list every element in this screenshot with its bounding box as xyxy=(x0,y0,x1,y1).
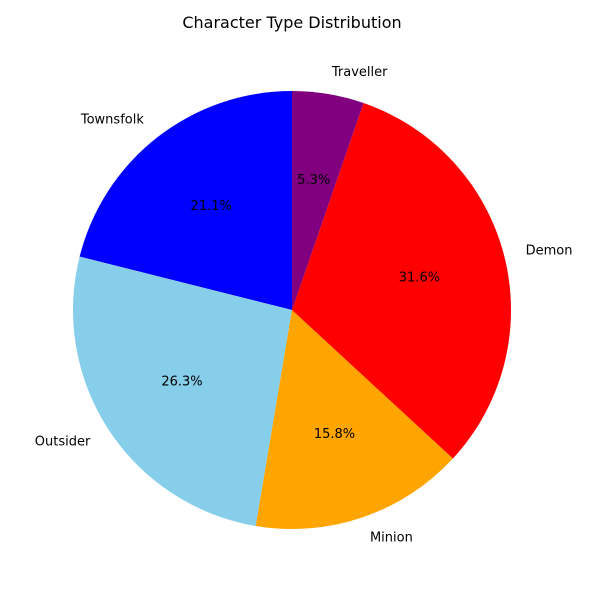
slice-percent-minion: 15.8% xyxy=(314,427,355,442)
slice-outsider xyxy=(73,256,292,526)
pie-slices xyxy=(73,91,511,529)
slice-label-demon: Demon xyxy=(526,244,573,259)
slice-townsfolk xyxy=(79,91,293,310)
slice-label-traveller: Traveller xyxy=(331,65,388,80)
slice-percent-outsider: 26.3% xyxy=(161,374,202,389)
slice-percent-demon: 31.6% xyxy=(399,270,440,285)
slice-label-townsfolk: Townsfolk xyxy=(80,113,144,128)
slice-minion xyxy=(255,310,453,529)
slice-percent-townsfolk: 21.1% xyxy=(191,199,232,214)
slice-label-outsider: Outsider xyxy=(35,434,91,449)
slice-percent-traveller: 5.3% xyxy=(297,173,330,188)
pie-labels: Townsfolk 21.1% Outsider 26.3% Minion 15.8% De… xyxy=(35,65,573,546)
slice-demon xyxy=(292,103,511,459)
slice-traveller xyxy=(292,91,364,310)
slice-label-minion: Minion xyxy=(370,530,413,545)
chart-title: Character Type Distribution xyxy=(182,13,401,32)
